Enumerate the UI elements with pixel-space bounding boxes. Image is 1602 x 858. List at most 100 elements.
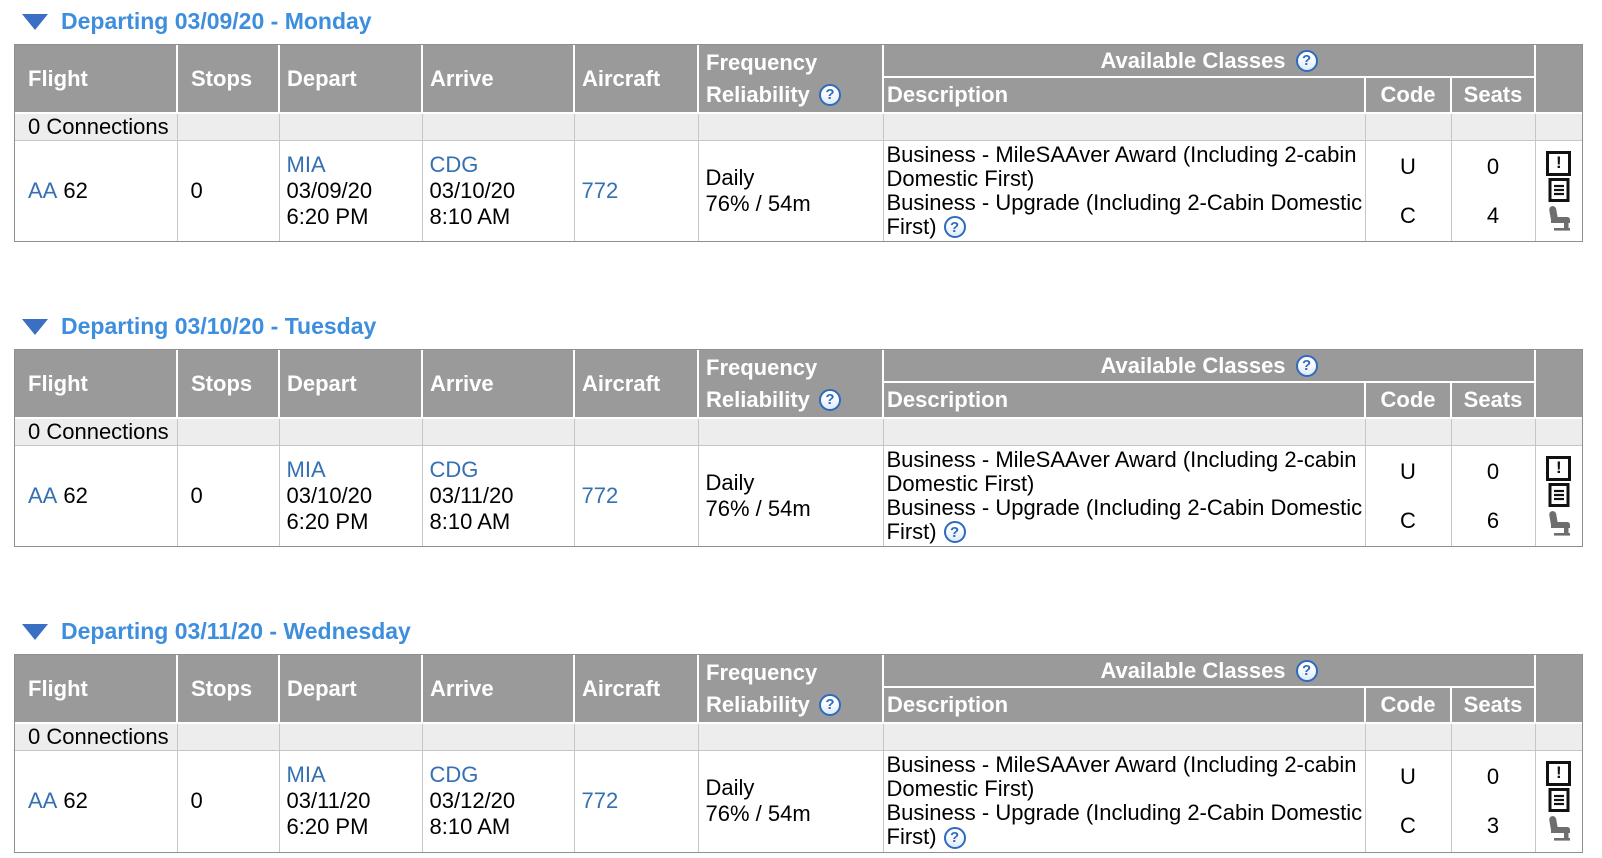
connections-row: 0 Connections <box>15 723 1583 752</box>
col-header-available-classes: Available Classes ? <box>883 655 1537 689</box>
seat-map-icon[interactable] <box>1545 509 1573 537</box>
depart-airport-link[interactable]: MIA <box>286 152 326 178</box>
reliability-label: Reliability <box>706 386 810 412</box>
arrive-time: 8:10 AM <box>429 509 511 535</box>
col-header-depart: Depart <box>279 45 423 114</box>
departing-heading-label: Departing 03/10/20 - Tuesday <box>61 313 377 340</box>
flight-number: 62 <box>63 483 88 509</box>
arrive-date: 03/11/20 <box>429 483 514 509</box>
class-seats-cell: 0 6 <box>1451 445 1536 547</box>
class-seats: 0 <box>1486 153 1500 179</box>
class-seats-cell: 0 4 <box>1451 140 1536 242</box>
col-header-actions <box>1535 350 1583 420</box>
class-seats-cell: 0 3 <box>1451 750 1536 852</box>
depart-date: 03/09/20 <box>286 178 373 204</box>
depart-airport-link[interactable]: MIA <box>286 762 326 788</box>
available-classes-label: Available Classes <box>1100 47 1286 73</box>
stops-cell: 0 <box>177 140 280 242</box>
col-header-code: Code <box>1365 77 1452 114</box>
depart-date: 03/10/20 <box>286 483 373 509</box>
help-icon[interactable]: ? <box>943 216 966 239</box>
stops-cell: 0 <box>177 750 280 852</box>
flight-details-icon[interactable] <box>1546 177 1572 203</box>
col-header-code: Code <box>1365 687 1452 725</box>
aircraft-cell: 772 <box>574 445 699 547</box>
col-header-actions <box>1535 45 1583 114</box>
col-header-seats: Seats <box>1451 382 1537 420</box>
help-icon[interactable]: ? <box>818 388 841 411</box>
aircraft-link[interactable]: 772 <box>581 178 619 204</box>
aircraft-link[interactable]: 772 <box>581 483 619 509</box>
depart-airport-link[interactable]: MIA <box>286 457 326 483</box>
help-icon[interactable]: ? <box>943 826 966 849</box>
class-code-cell: U C <box>1365 750 1452 852</box>
col-header-description: Description <box>883 382 1366 420</box>
class-description-cell: Business - MileSAAver Award (Including 2… <box>883 140 1366 242</box>
class-description: Business - MileSAAver Award (Including 2… <box>886 752 1357 802</box>
flight-cell: AA 62 <box>15 140 178 242</box>
col-header-depart: Depart <box>279 655 423 725</box>
connections-label: 0 Connections <box>15 723 178 752</box>
flights-table: Flight Stops Depart Arrive Aircraft Freq… <box>15 45 1583 242</box>
airline-link[interactable]: AA <box>28 178 58 204</box>
depart-date: 03/11/20 <box>286 788 371 814</box>
flight-details-icon[interactable] <box>1546 787 1572 813</box>
collapse-triangle-icon[interactable] <box>22 318 48 335</box>
alert-icon[interactable]: ! <box>1546 455 1572 481</box>
col-header-code: Code <box>1365 382 1452 420</box>
help-icon[interactable]: ? <box>943 521 966 544</box>
departing-heading-label: Departing 03/11/20 - Wednesday <box>61 618 411 645</box>
frequency-cell: Daily 76% / 54m <box>698 140 884 242</box>
airline-link[interactable]: AA <box>28 788 58 814</box>
flight-details-icon[interactable] <box>1546 482 1572 508</box>
help-icon[interactable]: ? <box>1295 49 1318 72</box>
col-header-frequency-reliability: Frequency Reliability ? <box>698 350 884 420</box>
depart-time: 6:20 PM <box>286 509 369 535</box>
depart-cell: MIA 03/09/20 6:20 PM <box>279 140 423 242</box>
class-description: Business - Upgrade (Including 2-Cabin Do… <box>886 800 1363 850</box>
depart-cell: MIA 03/11/20 6:20 PM <box>279 750 423 852</box>
seat-map-icon[interactable] <box>1545 814 1573 842</box>
col-header-seats: Seats <box>1451 77 1537 114</box>
col-header-stops: Stops <box>177 655 280 725</box>
aircraft-cell: 772 <box>574 140 699 242</box>
arrive-cell: CDG 03/11/20 8:10 AM <box>422 445 575 547</box>
class-description-cell: Business - MileSAAver Award (Including 2… <box>883 445 1366 547</box>
alert-icon[interactable]: ! <box>1546 760 1572 786</box>
reliability-label: Reliability <box>706 81 810 107</box>
class-code: C <box>1400 812 1416 838</box>
alert-icon[interactable]: ! <box>1546 150 1572 176</box>
col-header-available-classes: Available Classes ? <box>883 350 1537 384</box>
frequency-value: Daily <box>705 470 755 496</box>
col-header-actions <box>1535 655 1583 725</box>
help-icon[interactable]: ? <box>818 693 841 716</box>
flight-cell: AA 62 <box>15 750 178 852</box>
reliability-value: 76% / 54m <box>705 496 811 522</box>
arrive-airport-link[interactable]: CDG <box>429 457 479 483</box>
col-header-frequency-reliability: Frequency Reliability ? <box>698 655 884 725</box>
frequency-label: Frequency <box>706 659 818 685</box>
arrive-airport-link[interactable]: CDG <box>429 152 479 178</box>
collapse-triangle-icon[interactable] <box>22 13 48 30</box>
flights-table: Flight Stops Depart Arrive Aircraft Freq… <box>15 655 1583 852</box>
col-header-aircraft: Aircraft <box>574 655 699 725</box>
depart-time: 6:20 PM <box>286 204 369 230</box>
aircraft-link[interactable]: 772 <box>581 788 619 814</box>
class-seats: 3 <box>1486 812 1500 838</box>
col-header-aircraft: Aircraft <box>574 45 699 114</box>
col-header-available-classes: Available Classes ? <box>883 45 1537 78</box>
class-description-cell: Business - MileSAAver Award (Including 2… <box>883 750 1366 852</box>
help-icon[interactable]: ? <box>1295 659 1318 682</box>
frequency-label: Frequency <box>706 49 818 75</box>
col-header-description: Description <box>883 77 1366 114</box>
collapse-triangle-icon[interactable] <box>22 623 48 640</box>
seat-map-icon[interactable] <box>1545 204 1573 232</box>
class-description: Business - Upgrade (Including 2-Cabin Do… <box>886 495 1363 545</box>
arrive-airport-link[interactable]: CDG <box>429 762 479 788</box>
help-icon[interactable]: ? <box>1295 354 1318 377</box>
connections-label: 0 Connections <box>15 113 178 141</box>
help-icon[interactable]: ? <box>818 83 841 106</box>
airline-link[interactable]: AA <box>28 483 58 509</box>
flight-row: AA 62 0 MIA 03/11/20 6:20 PM CDG 03/12/20… <box>15 750 1583 852</box>
class-description: Business - MileSAAver Award (Including 2… <box>886 142 1357 191</box>
